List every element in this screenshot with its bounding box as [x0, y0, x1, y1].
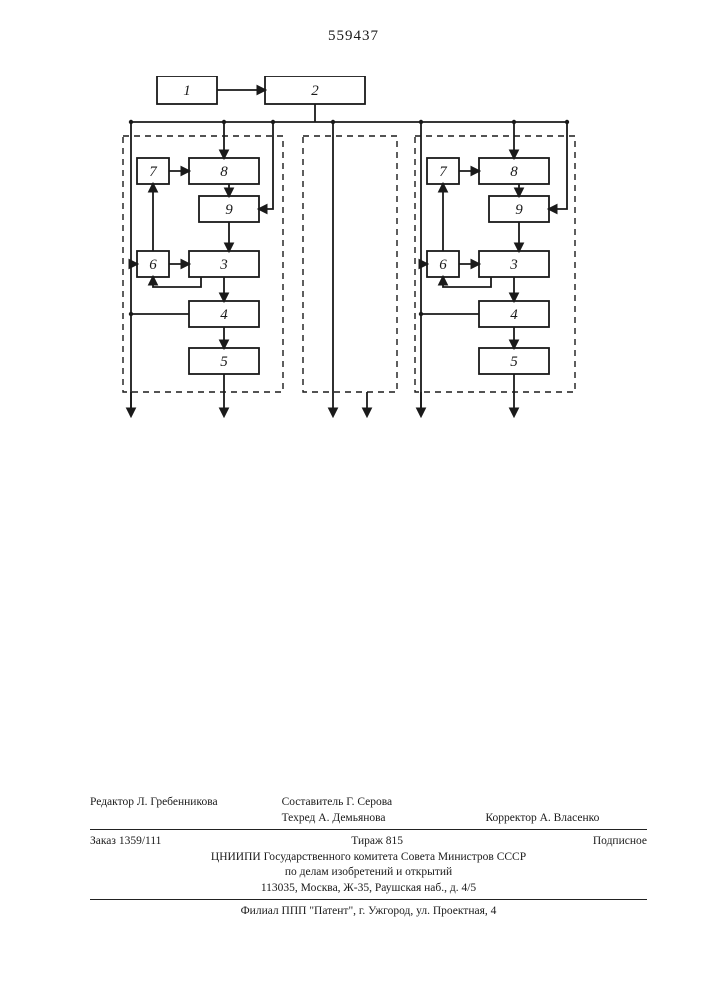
editor-name: Л. Гребенникова [137, 796, 218, 808]
svg-text:9: 9 [515, 202, 523, 218]
svg-text:3: 3 [509, 257, 518, 273]
svg-text:6: 6 [439, 257, 447, 273]
corrector-label: Корректор [485, 812, 536, 824]
tirazh-label: Тираж [351, 835, 383, 847]
block-diagram: 1278963457896345 [115, 76, 595, 466]
svg-text:8: 8 [510, 164, 518, 180]
rule-1 [90, 829, 647, 830]
page-number: 559437 [0, 28, 707, 45]
corrector-name: А. Власенко [540, 812, 600, 824]
editor-label: Редактор [90, 796, 134, 808]
svg-text:3: 3 [219, 257, 228, 273]
org-line-1: ЦНИИПИ Государственного комитета Совета … [90, 850, 647, 866]
techred-label: Техред [282, 812, 316, 824]
svg-text:2: 2 [311, 83, 319, 99]
techred-name: А. Демьянова [318, 812, 385, 824]
svg-text:4: 4 [510, 307, 518, 323]
subscription: Подписное [593, 834, 647, 850]
org-line-2: по делам изобретений и открытий [90, 865, 647, 881]
svg-text:1: 1 [183, 83, 191, 99]
svg-text:5: 5 [220, 354, 228, 370]
compiler-label: Составитель [282, 796, 344, 808]
order-label: Заказ [90, 835, 116, 847]
svg-text:4: 4 [220, 307, 228, 323]
svg-text:9: 9 [225, 202, 233, 218]
page: 559437 1278963457896345 Редактор Л. Греб… [0, 0, 707, 1000]
tirazh-no: 815 [386, 835, 403, 847]
branch-line: Филиал ППП "Патент", г. Ужгород, ул. Про… [90, 904, 647, 920]
compiler-name: Г. Серова [346, 796, 392, 808]
org-addr: 113035, Москва, Ж-35, Раушская наб., д. … [90, 881, 647, 897]
svg-text:8: 8 [220, 164, 228, 180]
svg-text:6: 6 [149, 257, 157, 273]
footer-block: Редактор Л. Гребенникова Составитель Г. … [90, 795, 647, 920]
order-no: 1359/111 [119, 835, 162, 847]
rule-2 [90, 899, 647, 900]
svg-text:5: 5 [510, 354, 518, 370]
